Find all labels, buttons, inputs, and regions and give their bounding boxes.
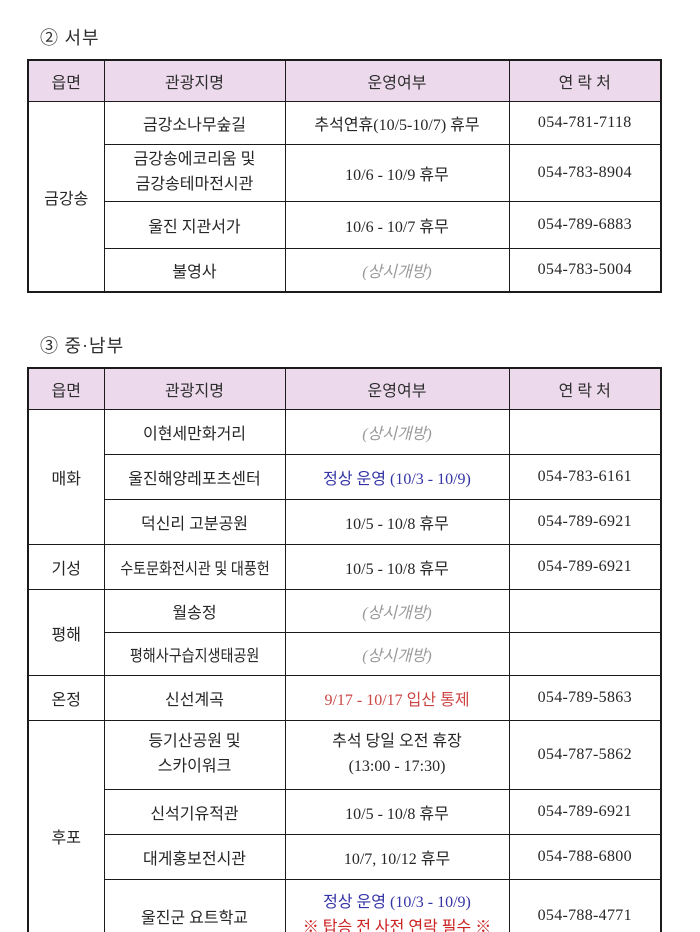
phone-cell: 054-789-6921 [508, 789, 662, 835]
column-header-contact: 연 락 처 [508, 367, 662, 410]
phone-cell: 054-788-6800 [508, 834, 662, 880]
section-central-south: ③ 중·남부 읍면 관광지명 운영여부 연 락 처 매화 이현세만화거리 (상시 [27, 332, 662, 932]
table-row: 불영사 (상시개방) 054-783-5004 [28, 248, 662, 293]
phone-cell: 054-787-5862 [508, 720, 662, 790]
site-name-cell: 신선계곡 [103, 675, 286, 721]
table-row: 울진해양레포츠센터 정상 운영 (10/3 - 10/9) 054-783-61… [28, 454, 662, 500]
table-row: 금강송에코리움 및 금강송테마전시관 10/6 - 10/9 휴무 054-78… [28, 144, 662, 202]
table-row: 신석기유적관 10/5 - 10/8 휴무 054-789-6921 [28, 789, 662, 835]
table-row: 평해 월송정 (상시개방) [27, 589, 662, 676]
site-name-cell: 등기산공원 및 스카이워크 [103, 720, 286, 790]
site-name-cell: 대게홍보전시관 [103, 834, 286, 880]
column-header-region: 읍면 [27, 367, 105, 410]
phone-cell: 054-789-6921 [508, 544, 662, 590]
section-west: ② 서부 읍면 관광지명 운영여부 연 락 처 금강송 금강소나무숲길 추석연휴 [27, 24, 662, 293]
table-row: 울진 지관서가 10/6 - 10/7 휴무 054-789-6883 [28, 201, 662, 249]
site-name-line2: 금강송테마전시관 [135, 176, 254, 193]
region-cell-geumgangsong: 금강송 [27, 101, 105, 293]
region-cell-pyeonghae: 평해 [27, 589, 105, 676]
table-row: 대게홍보전시관 10/7, 10/12 휴무 054-788-6800 [28, 834, 662, 880]
status-cell: 정상 운영 (10/3 - 10/9) [284, 454, 510, 500]
column-header-contact: 연 락 처 [508, 59, 662, 102]
status-line2: ※ 탑승 전 사전 연락 필수 ※ [302, 918, 492, 932]
phone-cell: 054-789-6883 [508, 201, 662, 249]
phone-cell [508, 589, 662, 633]
region-cell-giseong: 기성 [27, 544, 105, 590]
table-row: 평해사구습지생태공원 (상시개방) [28, 632, 662, 676]
site-name-cell: 울진해양레포츠센터 [103, 454, 286, 500]
table-row: 기성 수토문화전시관 및 대풍헌 10/5 - 10/8 휴무 054-789-… [27, 544, 662, 590]
status-cell: 추석 당일 오전 휴장 (13:00 - 17:30) [284, 720, 510, 790]
status-cell: 10/5 - 10/8 휴무 [284, 789, 510, 835]
section-west-heading: ② 서부 [40, 28, 100, 48]
table-row: 후포 등기산공원 및 스카이워크 추석 당일 오전 휴장 (13:00 - 17… [27, 720, 662, 932]
status-cell: (상시개방) [284, 248, 510, 293]
site-name-cell: 수토문화전시관 및 대풍헌 [103, 544, 286, 590]
site-name-cell: 평해사구습지생태공원 [103, 632, 286, 676]
table-row: 온정 신선계곡 9/17 - 10/17 입산 통제 054-789-5863 [27, 675, 662, 721]
phone-cell: 054-789-5863 [508, 675, 662, 721]
status-cell: 10/5 - 10/8 휴무 [284, 499, 510, 545]
document-content: ② 서부 읍면 관광지명 운영여부 연 락 처 금강송 금강소나무숲길 추석연휴 [27, 0, 662, 932]
site-name-cell: 금강송에코리움 및 금강송테마전시관 [103, 144, 286, 202]
column-header-region: 읍면 [27, 59, 105, 102]
status-cell: (상시개방) [284, 589, 510, 633]
table-row: 울진군 요트학교 정상 운영 (10/3 - 10/9) ※ 탑승 전 사전 연… [28, 879, 662, 932]
column-header-site: 관광지명 [103, 59, 286, 102]
west-schedule-table: 읍면 관광지명 운영여부 연 락 처 금강송 금강소나무숲길 추석연휴(10/5… [27, 59, 662, 293]
status-cell: (상시개방) [284, 632, 510, 676]
status-cell: 10/5 - 10/8 휴무 [284, 544, 510, 590]
site-name-cell: 불영사 [103, 248, 286, 293]
table-row: 덕신리 고분공원 10/5 - 10/8 휴무 054-789-6921 [28, 499, 662, 545]
site-name-cell: 금강소나무숲길 [103, 101, 286, 145]
column-header-status: 운영여부 [284, 367, 510, 410]
site-name-line1: 등기산공원 및 [148, 733, 241, 751]
table-row: 매화 이현세만화거리 (상시개방) [27, 409, 662, 545]
phone-cell: 054-783-6161 [508, 454, 662, 500]
status-cell: 추석연휴(10/5-10/7) 휴무 [284, 101, 510, 145]
phone-cell: 054-781-7118 [508, 101, 662, 145]
status-line1: 추석 당일 오전 휴장 [332, 733, 462, 751]
site-name-line1: 금강송에코리움 및 [133, 151, 256, 169]
status-cell: 9/17 - 10/17 입산 통제 [284, 675, 510, 721]
region-cell-maehwa: 매화 [27, 409, 105, 545]
phone-cell [508, 632, 662, 676]
phone-cell: 054-783-5004 [508, 248, 662, 293]
site-name-cell: 울진군 요트학교 [103, 879, 286, 932]
table-header-row: 읍면 관광지명 운영여부 연 락 처 [27, 367, 662, 410]
site-name-cell: 월송정 [103, 589, 286, 633]
central-south-schedule-table: 읍면 관광지명 운영여부 연 락 처 매화 이현세만화거리 (상시개방) 울진해… [27, 367, 662, 932]
site-name-cell: 울진 지관서가 [103, 201, 286, 249]
site-name-cell: 덕신리 고분공원 [103, 499, 286, 545]
status-cell: 10/7, 10/12 휴무 [284, 834, 510, 880]
status-line1: 정상 운영 (10/3 - 10/9) [323, 893, 471, 911]
table-header-row: 읍면 관광지명 운영여부 연 락 처 [27, 59, 662, 102]
status-cell: 10/6 - 10/7 휴무 [284, 201, 510, 249]
section-central-south-heading: ③ 중·남부 [40, 336, 125, 356]
site-name-line2: 스카이워크 [157, 758, 232, 775]
status-cell: 정상 운영 (10/3 - 10/9) ※ 탑승 전 사전 연락 필수 ※ [284, 879, 510, 932]
phone-cell: 054-788-4771 [508, 879, 662, 932]
status-cell: (상시개방) [284, 409, 510, 455]
status-line2: (13:00 - 17:30) [348, 758, 446, 775]
column-header-site: 관광지명 [103, 367, 286, 410]
site-name-cell: 신석기유적관 [103, 789, 286, 835]
status-cell: 10/6 - 10/9 휴무 [284, 144, 510, 202]
region-cell-onjeong: 온정 [27, 675, 105, 721]
phone-cell [508, 409, 662, 455]
column-header-status: 운영여부 [284, 59, 510, 102]
table-row: 금강송 금강소나무숲길 추석연휴(10/5-10/7) 휴무 054-781-7… [27, 101, 662, 293]
site-name-cell: 이현세만화거리 [103, 409, 286, 455]
phone-cell: 054-789-6921 [508, 499, 662, 545]
phone-cell: 054-783-8904 [508, 144, 662, 202]
region-cell-hupo: 후포 [27, 720, 105, 932]
